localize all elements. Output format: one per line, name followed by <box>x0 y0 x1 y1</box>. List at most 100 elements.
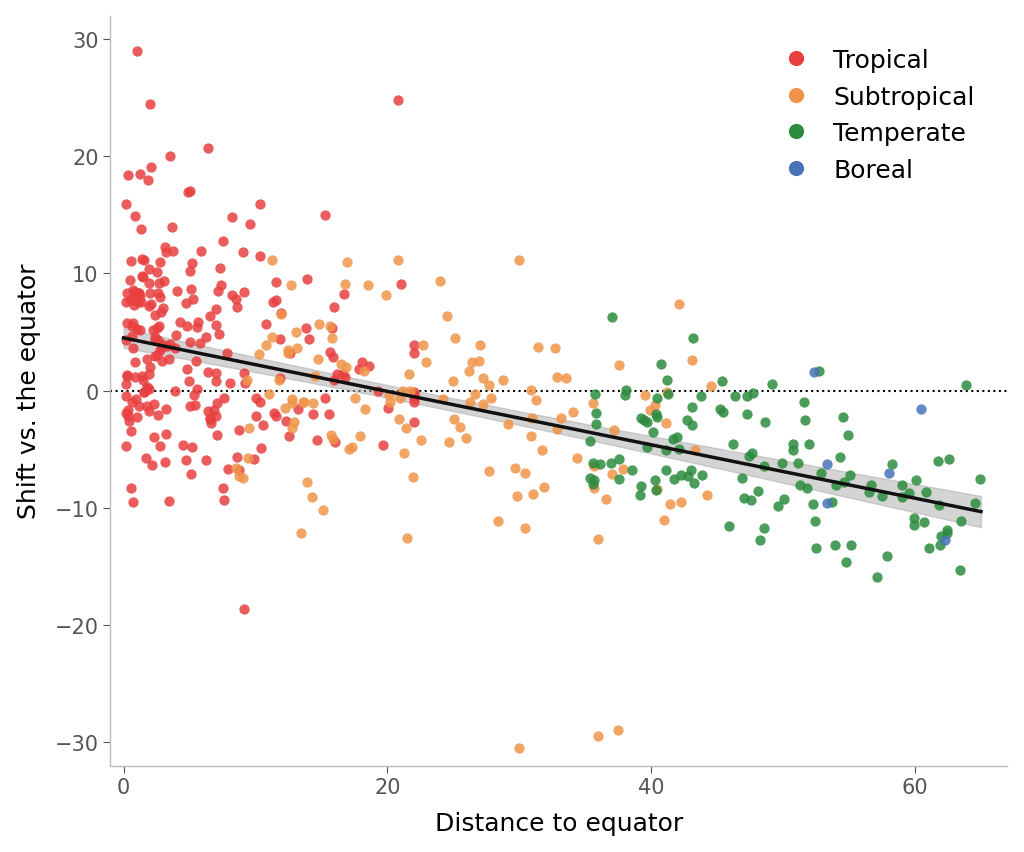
Tropical <box>158 427 174 440</box>
Subtropical <box>280 344 296 358</box>
Subtropical <box>702 380 719 394</box>
Subtropical <box>230 469 247 483</box>
Subtropical <box>517 466 534 480</box>
Subtropical <box>462 396 478 410</box>
Tropical <box>222 377 239 391</box>
Temperate <box>588 418 604 432</box>
Subtropical <box>356 365 373 378</box>
Subtropical <box>569 452 586 466</box>
Tropical <box>132 291 148 304</box>
Tropical <box>154 337 170 351</box>
Temperate <box>735 492 752 505</box>
Subtropical <box>295 396 311 410</box>
Temperate <box>745 387 762 400</box>
Temperate <box>941 452 957 466</box>
Subtropical <box>392 392 409 406</box>
Subtropical <box>475 372 492 386</box>
Subtropical <box>401 368 418 382</box>
Tropical <box>123 424 139 438</box>
Tropical <box>119 287 135 301</box>
Tropical <box>129 323 145 337</box>
Tropical <box>144 324 161 337</box>
Tropical <box>158 246 174 260</box>
Subtropical <box>663 498 679 511</box>
Tropical <box>131 287 147 301</box>
Subtropical <box>323 429 339 442</box>
Subtropical <box>264 254 281 268</box>
Temperate <box>665 433 681 446</box>
Temperate <box>957 379 974 393</box>
Tropical <box>184 440 201 454</box>
Tropical <box>182 265 199 279</box>
Tropical <box>153 306 169 320</box>
Tropical <box>201 366 217 379</box>
Temperate <box>843 538 859 552</box>
Temperate <box>801 437 817 451</box>
Tropical <box>134 271 151 285</box>
Tropical <box>178 362 195 376</box>
Tropical <box>215 235 231 249</box>
Tropical <box>208 319 224 332</box>
Tropical <box>118 390 134 404</box>
Tropical <box>126 286 142 300</box>
Subtropical <box>344 441 360 455</box>
Tropical <box>406 347 422 360</box>
Subtropical <box>322 320 338 334</box>
Subtropical <box>287 416 303 429</box>
Tropical <box>406 385 422 399</box>
Tropical <box>351 363 368 377</box>
Temperate <box>636 414 652 428</box>
Tropical <box>208 375 224 389</box>
Tropical <box>216 392 232 406</box>
Subtropical <box>280 347 296 360</box>
Temperate <box>869 570 886 584</box>
Temperate <box>652 358 669 371</box>
Tropical <box>174 439 190 452</box>
Subtropical <box>534 443 550 457</box>
Tropical <box>118 407 134 421</box>
Tropical <box>324 322 340 336</box>
Temperate <box>639 441 655 455</box>
Tropical <box>337 371 353 384</box>
Tropical <box>360 360 377 373</box>
Subtropical <box>309 353 326 366</box>
Temperate <box>610 472 627 486</box>
Temperate <box>658 464 675 478</box>
Subtropical <box>564 406 581 419</box>
Tropical <box>282 347 298 360</box>
X-axis label: Distance to equator: Distance to equator <box>435 811 683 835</box>
Temperate <box>743 446 760 460</box>
Temperate <box>739 390 756 404</box>
Tropical <box>134 370 151 383</box>
Tropical <box>164 221 180 234</box>
Temperate <box>603 311 620 325</box>
Temperate <box>919 486 935 499</box>
Temperate <box>797 414 813 428</box>
Tropical <box>136 253 153 267</box>
Temperate <box>915 515 932 529</box>
Subtropical <box>603 468 620 481</box>
Subtropical <box>507 462 523 475</box>
Tropical <box>138 382 155 395</box>
Tropical <box>141 383 158 396</box>
Tropical <box>124 330 140 343</box>
Tropical <box>406 338 422 352</box>
Tropical <box>139 353 156 366</box>
Tropical <box>145 430 162 444</box>
Subtropical <box>381 389 397 403</box>
Tropical <box>125 343 141 356</box>
Subtropical <box>490 515 507 528</box>
Tropical <box>165 245 181 258</box>
Subtropical <box>305 396 322 410</box>
Boreal <box>936 533 952 547</box>
Tropical <box>169 285 185 298</box>
Tropical <box>119 368 135 382</box>
Temperate <box>880 550 896 563</box>
Temperate <box>633 480 649 493</box>
Tropical <box>209 429 225 442</box>
Tropical <box>127 393 143 406</box>
Tropical <box>118 334 134 348</box>
Temperate <box>585 477 601 491</box>
Subtropical <box>391 412 408 426</box>
Subtropical <box>511 254 527 268</box>
